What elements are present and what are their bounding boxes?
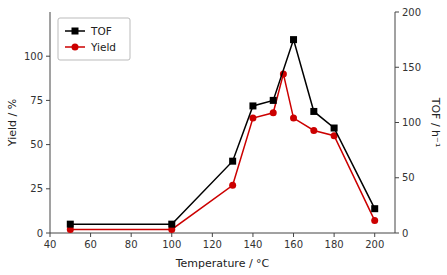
chart-svg: 40 60 80 100 120 140 160 180 200 0 25 50 75 100 0 50 100… [0,0,447,275]
y-tick [46,233,50,234]
data-point [310,127,317,134]
y2-tick-label: 100 [402,117,421,128]
y-tick [46,100,50,101]
series-line [70,74,374,230]
y2-axis-label: TOF / h⁻¹ [429,97,442,148]
x-axis-label: Temperature / °C [175,257,270,270]
y2-tick-label: 200 [402,7,421,18]
x-tick [252,233,253,237]
x-tick-label: 120 [203,239,222,250]
x-tick-label: 80 [125,239,138,250]
x-tick-label: 140 [243,239,262,250]
y-tick-label: 50 [30,139,43,150]
x-tick [90,233,91,237]
series-0 [67,36,378,228]
data-point [371,205,378,212]
data-point [290,36,297,43]
x-tick-label: 60 [84,239,97,250]
data-point [270,109,277,116]
x-tick-label: 180 [325,239,344,250]
y2-tick-label: 50 [402,172,415,183]
x-tick-label: 160 [284,239,303,250]
y2-tick-label: 150 [402,62,421,73]
y2-tick [395,233,399,234]
data-point [168,221,175,228]
y2-tick-label: 0 [402,228,408,239]
x-tick [293,233,294,237]
series-1 [67,70,378,233]
y2-tick [395,12,399,13]
x-tick [334,233,335,237]
series-line [70,40,374,225]
data-point [67,221,74,228]
data-point [371,217,378,224]
y-axis-line [50,12,51,233]
legend-box [58,18,130,60]
y2-tick [395,67,399,68]
y-tick-label: 25 [30,183,43,194]
data-point [290,115,297,122]
y-tick-label: 75 [30,95,43,106]
y-axis-label: Yield / % [6,99,19,147]
y-tick [46,188,50,189]
data-point [310,108,317,115]
x-axis-line [50,233,395,234]
data-point [249,115,256,122]
x-tick-label: 100 [162,239,181,250]
y-tick [46,56,50,57]
x-tick [50,233,51,237]
x-tick [131,233,132,237]
legend-marker [72,28,79,35]
plot-area [67,36,378,233]
data-point [249,102,256,109]
legend: TOF Yield [58,18,130,60]
legend-label: Yield [90,41,116,53]
y-tick-label: 100 [24,51,43,62]
data-point [270,97,277,104]
y-tick-label: 0 [37,228,43,239]
y2-tick [395,177,399,178]
y-tick [46,144,50,145]
x-tick-label: 40 [44,239,57,250]
data-point [331,125,338,132]
x-tick [212,233,213,237]
legend-marker [72,44,79,51]
x-tick [374,233,375,237]
data-point [229,158,236,165]
y2-tick [395,122,399,123]
x-tick-label: 200 [365,239,384,250]
chart-container: 40 60 80 100 120 140 160 180 200 0 25 50 75 100 0 50 100… [0,0,447,275]
data-point [229,182,236,189]
x-tick [171,233,172,237]
legend-label: TOF [90,25,112,37]
